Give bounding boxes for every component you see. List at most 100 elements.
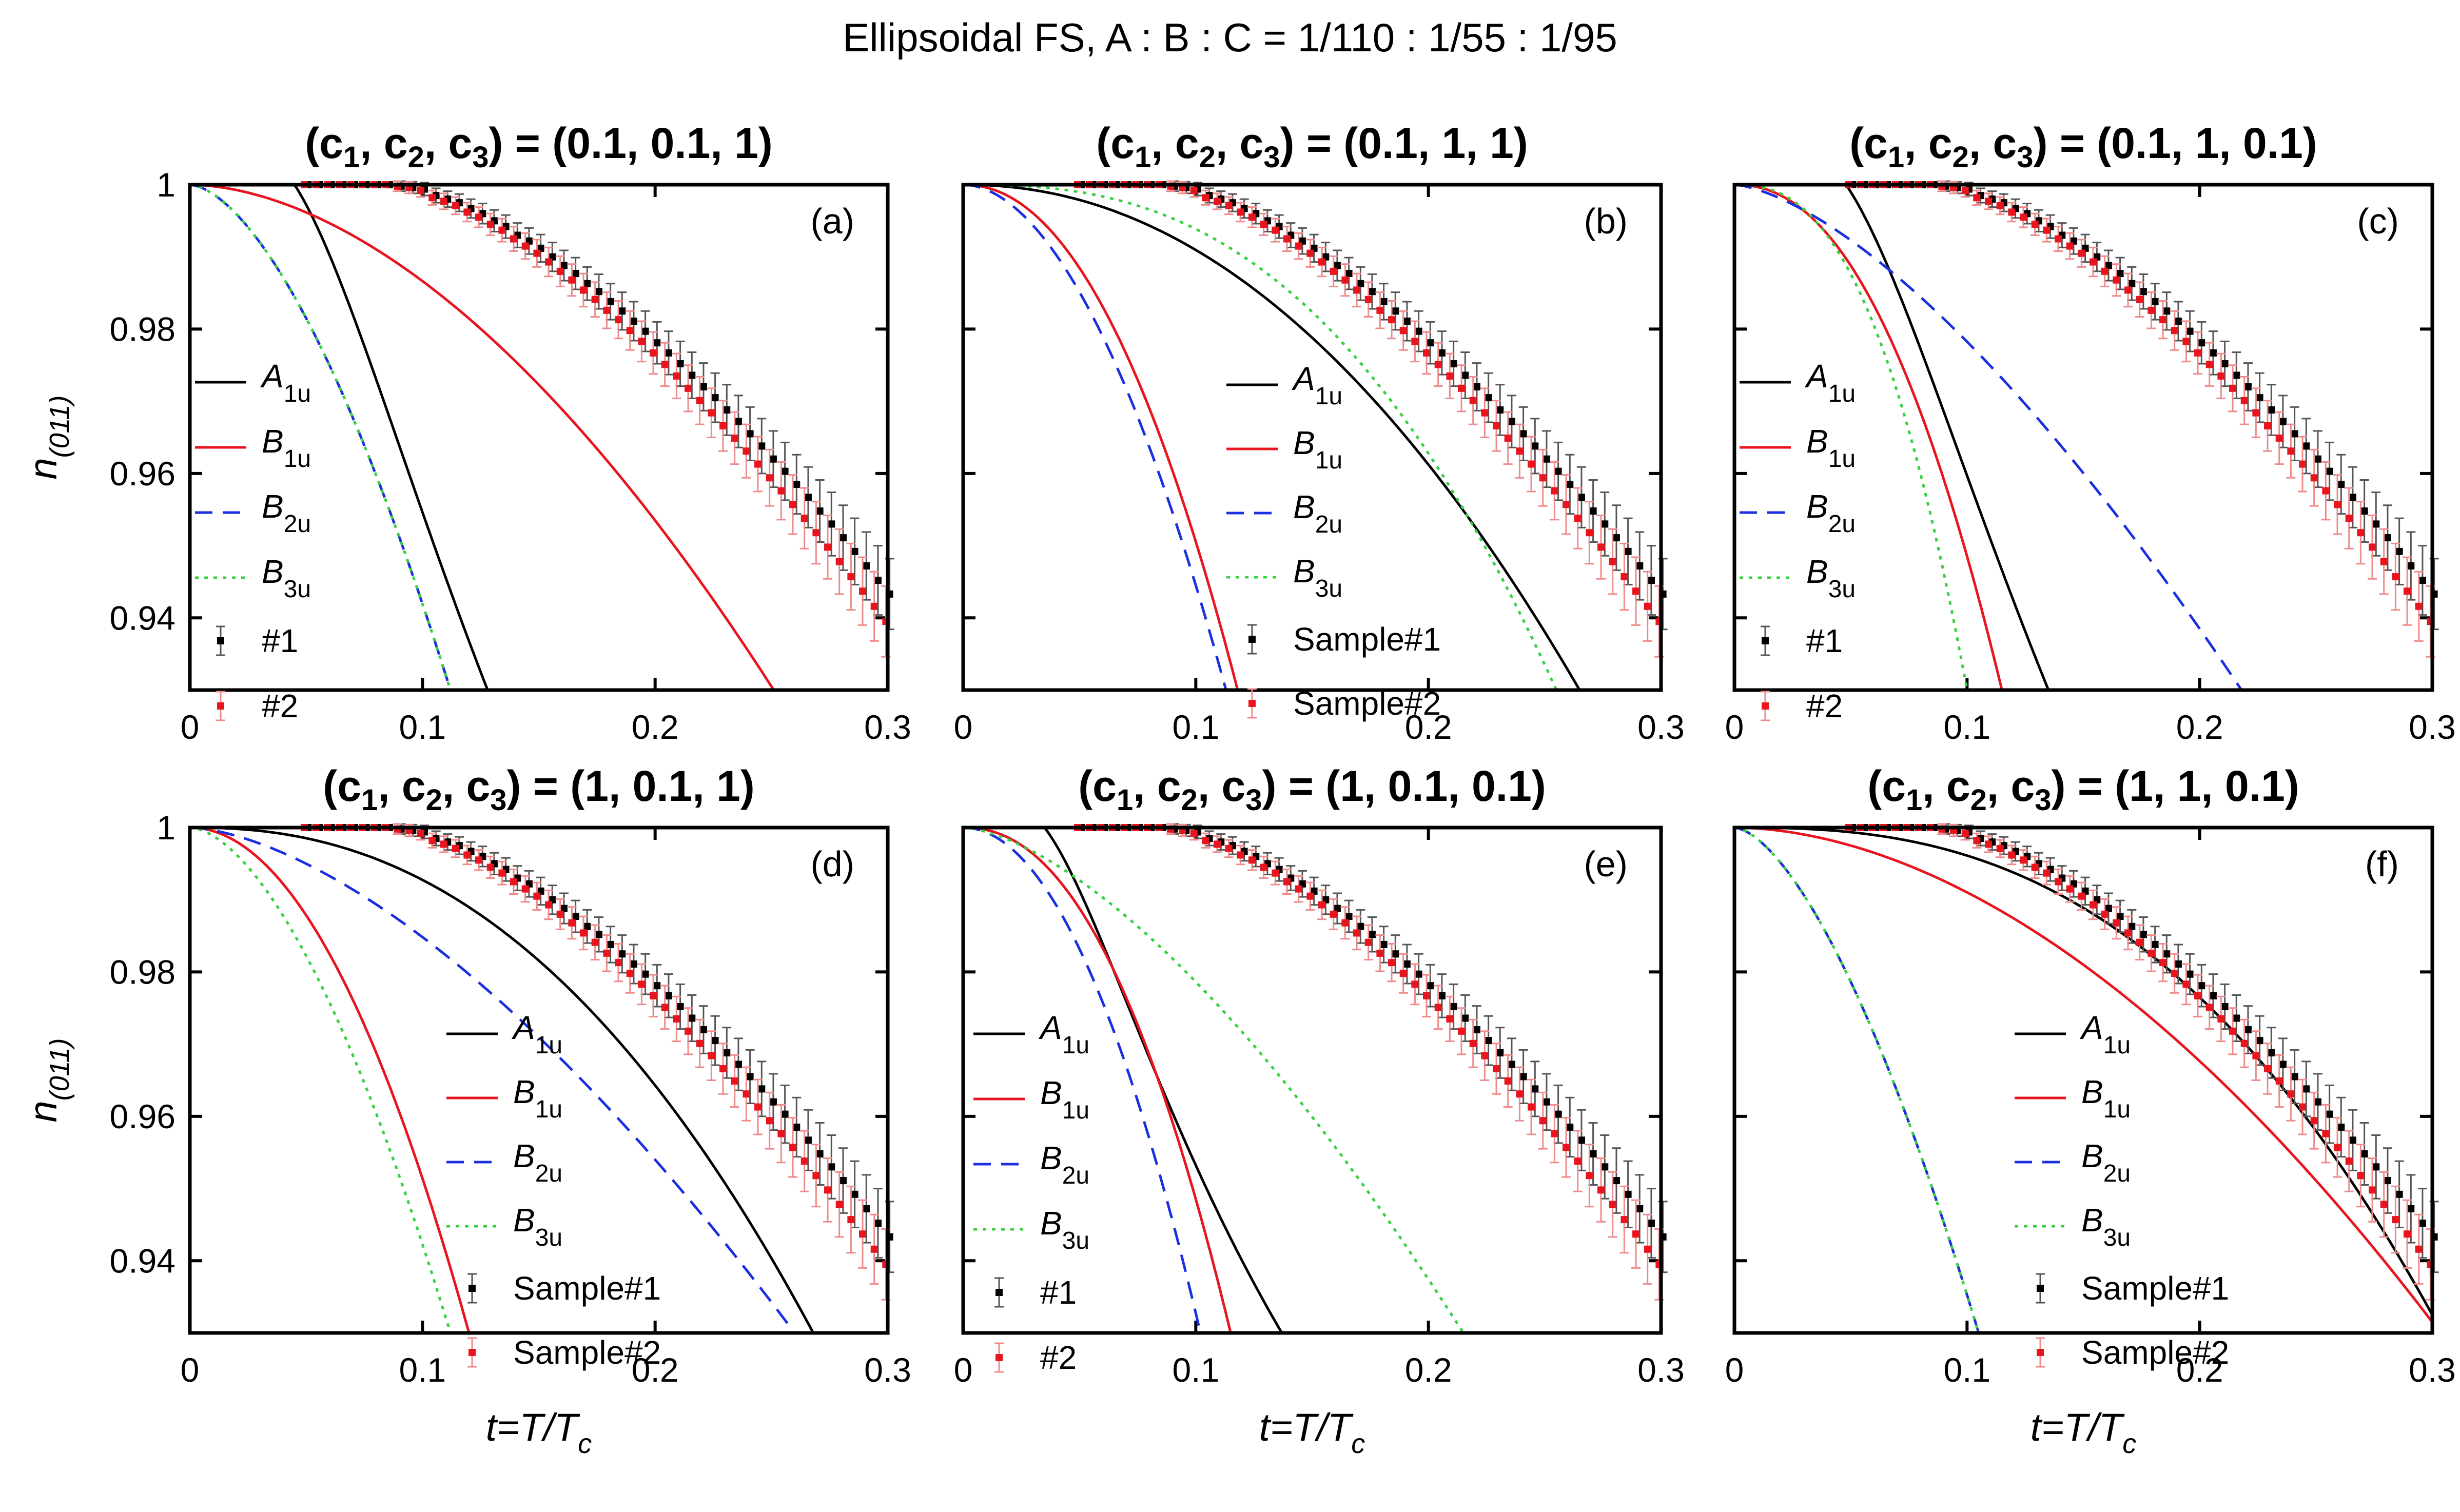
data-point-sample1 [2186,970,2194,978]
data-point-sample2 [2357,1172,2365,1180]
data-point-sample1 [1438,992,1446,999]
data-point-sample1 [1461,1014,1469,1022]
series-line-B3u [190,828,452,1333]
data-point-sample2 [661,361,669,368]
x-tick-label: 0.3 [1637,708,1685,746]
data-point-sample2 [475,856,483,864]
data-point-sample2 [696,397,704,404]
data-point-sample1 [2233,371,2240,379]
series-line-A1u [1734,828,2432,1316]
data-point-sample1 [2407,562,2415,570]
panel-label: (b) [1584,201,1628,241]
data-point-sample1 [2163,950,2171,958]
panel-title: (c1, c2, c3) = (0.1, 1, 1) [1096,119,1528,174]
x-tick-label: 0.1 [399,1351,446,1389]
data-point-sample2 [1434,1004,1442,1011]
data-point-sample2 [685,384,692,392]
legend-marker [995,1289,1003,1296]
data-point-sample2 [521,242,529,250]
data-point-sample1 [583,280,591,287]
data-point-sample2 [2020,856,2027,864]
data-point-sample1 [851,1190,858,1198]
data-point-sample1 [1485,394,1492,402]
legend-entry-sample2: #2 [1806,688,1843,724]
legend-entry-B1u: B1u [1806,423,1856,473]
data-point-sample1 [2395,547,2403,555]
data-point-sample2 [533,892,541,900]
data-point-sample2 [2055,235,2062,243]
data-point-sample1 [560,262,568,269]
data-point-sample2 [2415,1245,2423,1253]
legend-entry-sample1: Sample#1 [1293,621,1441,658]
data-point-sample2 [1237,208,1244,216]
data-point-sample2 [1446,372,1454,380]
data-point-sample2 [486,221,494,228]
data-point-sample2 [1996,202,2004,209]
series-line-B2u [963,828,1202,1333]
data-point-sample2 [824,1186,832,1194]
data-point-sample2 [1551,1130,1558,1137]
series-line-A1u [190,185,489,690]
data-point-sample1 [2337,480,2345,488]
data-point-sample1 [560,905,568,912]
panel-label: (e) [1584,844,1628,884]
legend: A1u B1u B2u B3u #1 #2 [1740,358,1856,724]
data-point-sample2 [1411,338,1419,345]
data-point-sample1 [1461,371,1469,379]
legend-entry-A1u: A1u [1038,1009,1089,1059]
data-point-sample2 [673,1015,680,1023]
legend-entry-A1u: A1u [1291,360,1342,410]
data-point-sample1 [1612,1177,1620,1185]
data-point-sample1 [2268,406,2275,414]
data-point-sample2 [1434,361,1442,368]
data-point-sample2 [2299,460,2307,468]
data-point-sample2 [2322,1130,2330,1137]
data-point-sample2 [2275,434,2283,442]
data-point-sample1 [1403,317,1411,325]
x-tick-label: 0.1 [1943,1351,1990,1389]
series-line-B2u [190,828,796,1333]
data-point-sample1 [2221,1003,2229,1010]
data-point-sample1 [699,1026,707,1033]
data-point-sample1 [1333,262,1341,269]
data-point-sample1 [734,418,742,425]
data-point-sample2 [1330,910,1337,918]
data-point-sample2 [801,515,808,522]
data-point-sample2 [1376,949,1384,957]
data-point-sample1 [2104,262,2112,269]
data-point-sample1 [2291,1073,2298,1081]
data-point-sample2 [2310,1117,2318,1125]
data-point-sample2 [1985,198,1993,205]
panel-title: (c1, c2, c3) = (1, 0.1, 0.1) [1078,762,1546,817]
legend-entry-B1u: B1u [1293,424,1342,474]
x-axis-label: t=T/Tc [486,1406,592,1459]
data-point-sample1 [1647,577,1655,584]
data-point-sample1 [2163,307,2171,315]
x-tick-label: 0.1 [399,708,446,746]
data-point-sample1 [2151,940,2159,948]
data-point-sample2 [2217,372,2225,380]
data-point-sample1 [2209,992,2217,999]
data-point-sample1 [2198,339,2205,347]
data-point-sample2 [2299,1103,2307,1111]
data-point-sample2 [1632,587,1640,595]
data-point-sample1 [1392,950,1399,958]
data-point-sample2 [1469,397,1477,404]
data-point-sample2 [1644,1245,1651,1253]
data-point-sample2 [743,1090,750,1098]
data-point-sample1 [2116,270,2124,278]
legend-entry-B1u: B1u [262,423,311,473]
panel-label: (c) [2357,201,2399,241]
data-point-sample2 [463,208,471,216]
data-point-sample1 [618,307,626,315]
data-point-sample2 [1493,422,1500,429]
data-point-sample2 [2147,949,2155,957]
data-point-sample1 [688,371,696,379]
data-point-sample1 [1345,913,1353,920]
data-point-sample2 [2147,306,2155,314]
legend-entry-A1u: A1u [1804,358,1856,407]
data-point-sample2 [1330,267,1337,275]
series-line-B3u [963,185,1558,690]
data-point-sample1 [1333,905,1341,912]
data-point-sample2 [1364,938,1372,946]
